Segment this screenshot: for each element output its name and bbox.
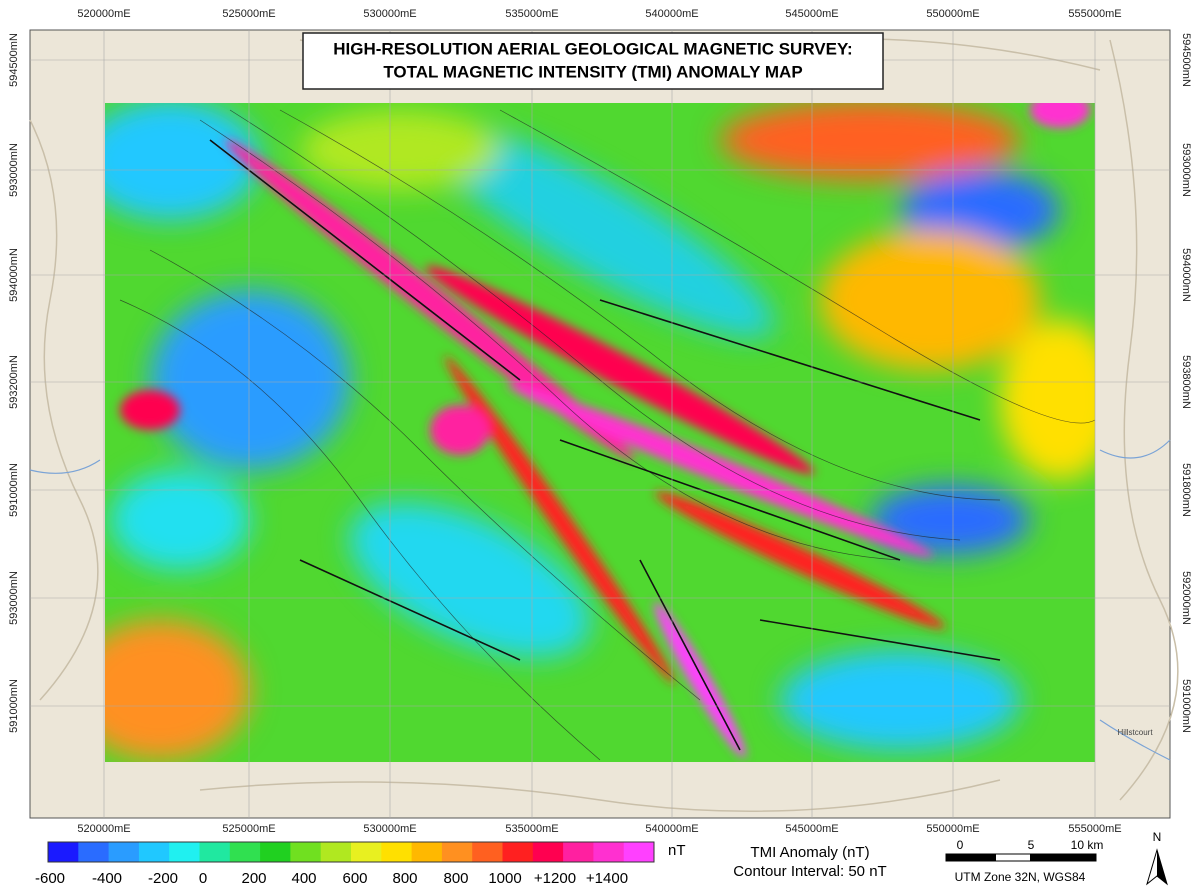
x-coord-label: 540000mE <box>645 8 698 20</box>
y-coord-label: 593000mN <box>1180 143 1192 197</box>
y-coord-label: 593200mN <box>8 355 20 409</box>
legend-tick-label: 0 <box>199 870 207 887</box>
legend-tick-label: 1000 <box>488 870 521 887</box>
legend-title: TMI Anomaly (nT) <box>750 844 869 861</box>
legend-tick-label: 400 <box>291 870 316 887</box>
scale-label: 10 km <box>1071 838 1104 852</box>
x-coord-label: 545000mE <box>785 8 838 20</box>
legend-swatch <box>229 842 261 862</box>
x-coord-label: 530000mE <box>363 823 416 835</box>
legend-swatch <box>623 842 655 862</box>
legend-tick-label: -200 <box>148 870 178 887</box>
legend-swatch <box>169 842 200 862</box>
legend-swatch <box>563 842 594 862</box>
legend-swatch <box>441 842 473 862</box>
x-coord-label: 525000mE <box>222 823 275 835</box>
scale-label: 0 <box>957 838 964 852</box>
y-coord-label: 594000mN <box>1180 248 1192 302</box>
legend-swatch <box>320 842 352 862</box>
legend-tick-label: +1200 <box>534 870 576 887</box>
x-coord-label: 535000mE <box>505 8 558 20</box>
y-coord-label: 593000mN <box>8 143 20 197</box>
north-arrow-fill <box>1157 850 1167 884</box>
legend-swatch <box>532 842 564 862</box>
legend-swatch <box>199 842 231 862</box>
y-coord-label: 591000mN <box>1180 679 1192 733</box>
legend-swatch <box>108 842 140 862</box>
title-box <box>302 32 884 90</box>
title-line: TOTAL MAGNETIC INTENSITY (TMI) ANOMALY M… <box>383 62 802 81</box>
x-coord-label: 540000mE <box>645 823 698 835</box>
legend-swatch <box>593 842 625 862</box>
scale-label: 5 <box>1028 838 1035 852</box>
legend: -600 -400 -200 0 200 400 600 800 800 1000 +1200 +14… <box>35 841 655 887</box>
legend-tick-label: 600 <box>342 870 367 887</box>
legend-swatch <box>502 842 534 862</box>
projection: UTM Zone 32N, WGS84 <box>955 870 1086 884</box>
y-coord-label: 593000mN <box>8 571 20 625</box>
legend-swatch <box>138 842 170 862</box>
y-coord-label: 594000mN <box>8 248 20 302</box>
legend-tick-label: 800 <box>443 870 468 887</box>
x-coord-label: 520000mE <box>77 8 130 20</box>
x-coord-label: 520000mE <box>77 823 130 835</box>
faults <box>209 139 1001 751</box>
rivers <box>29 439 1171 761</box>
legend-swatch <box>411 842 443 862</box>
legend-swatch <box>290 842 322 862</box>
graticule <box>30 30 1170 818</box>
legend-swatch <box>472 842 503 862</box>
contour-interval: Contour Interval: 50 nT <box>733 863 886 880</box>
legend-tick-label: -400 <box>92 870 122 887</box>
x-coord-label: 550000mE <box>926 8 979 20</box>
legend-swatch <box>351 842 382 862</box>
legend-frame <box>47 841 655 863</box>
y-coord-label: 591000mN <box>8 679 20 733</box>
x-coord-label: 550000mE <box>926 823 979 835</box>
x-coord-label: 535000mE <box>505 823 558 835</box>
legend-tick-label: -600 <box>35 870 65 887</box>
scale-bar <box>945 853 1097 862</box>
north-label: N <box>1153 830 1162 844</box>
title-line: HIGH-RESOLUTION AERIAL GEOLOGICAL MAGNET… <box>333 39 852 58</box>
x-coord-label: 545000mE <box>785 823 838 835</box>
legend-unit: nT <box>668 842 686 859</box>
legend-swatch <box>48 842 79 862</box>
legend-swatch <box>78 842 110 862</box>
x-coord-label: 555000mE <box>1068 823 1121 835</box>
y-coord-label: 592000mN <box>1180 571 1192 625</box>
x-coord-label: 555000mE <box>1068 8 1121 20</box>
contours <box>119 109 1095 761</box>
y-coord-label: 591000mN <box>8 463 20 517</box>
y-coord-label: 591800mN <box>1180 463 1192 517</box>
place-label: Hillstcourt <box>1117 728 1153 737</box>
y-coord-label: 593800mN <box>1180 355 1192 409</box>
tmi-grid <box>105 103 1095 762</box>
legend-tick-label: 800 <box>392 870 417 887</box>
legend-swatch <box>381 842 413 862</box>
x-coord-label: 525000mE <box>222 8 275 20</box>
y-coord-label: 594500mN <box>8 33 20 87</box>
x-coord-label: 530000mE <box>363 8 416 20</box>
y-coord-label: 594500mN <box>1180 33 1192 87</box>
legend-tick-label: +1400 <box>586 870 628 887</box>
legend-swatch <box>260 842 291 862</box>
legend-tick-label: 200 <box>241 870 266 887</box>
